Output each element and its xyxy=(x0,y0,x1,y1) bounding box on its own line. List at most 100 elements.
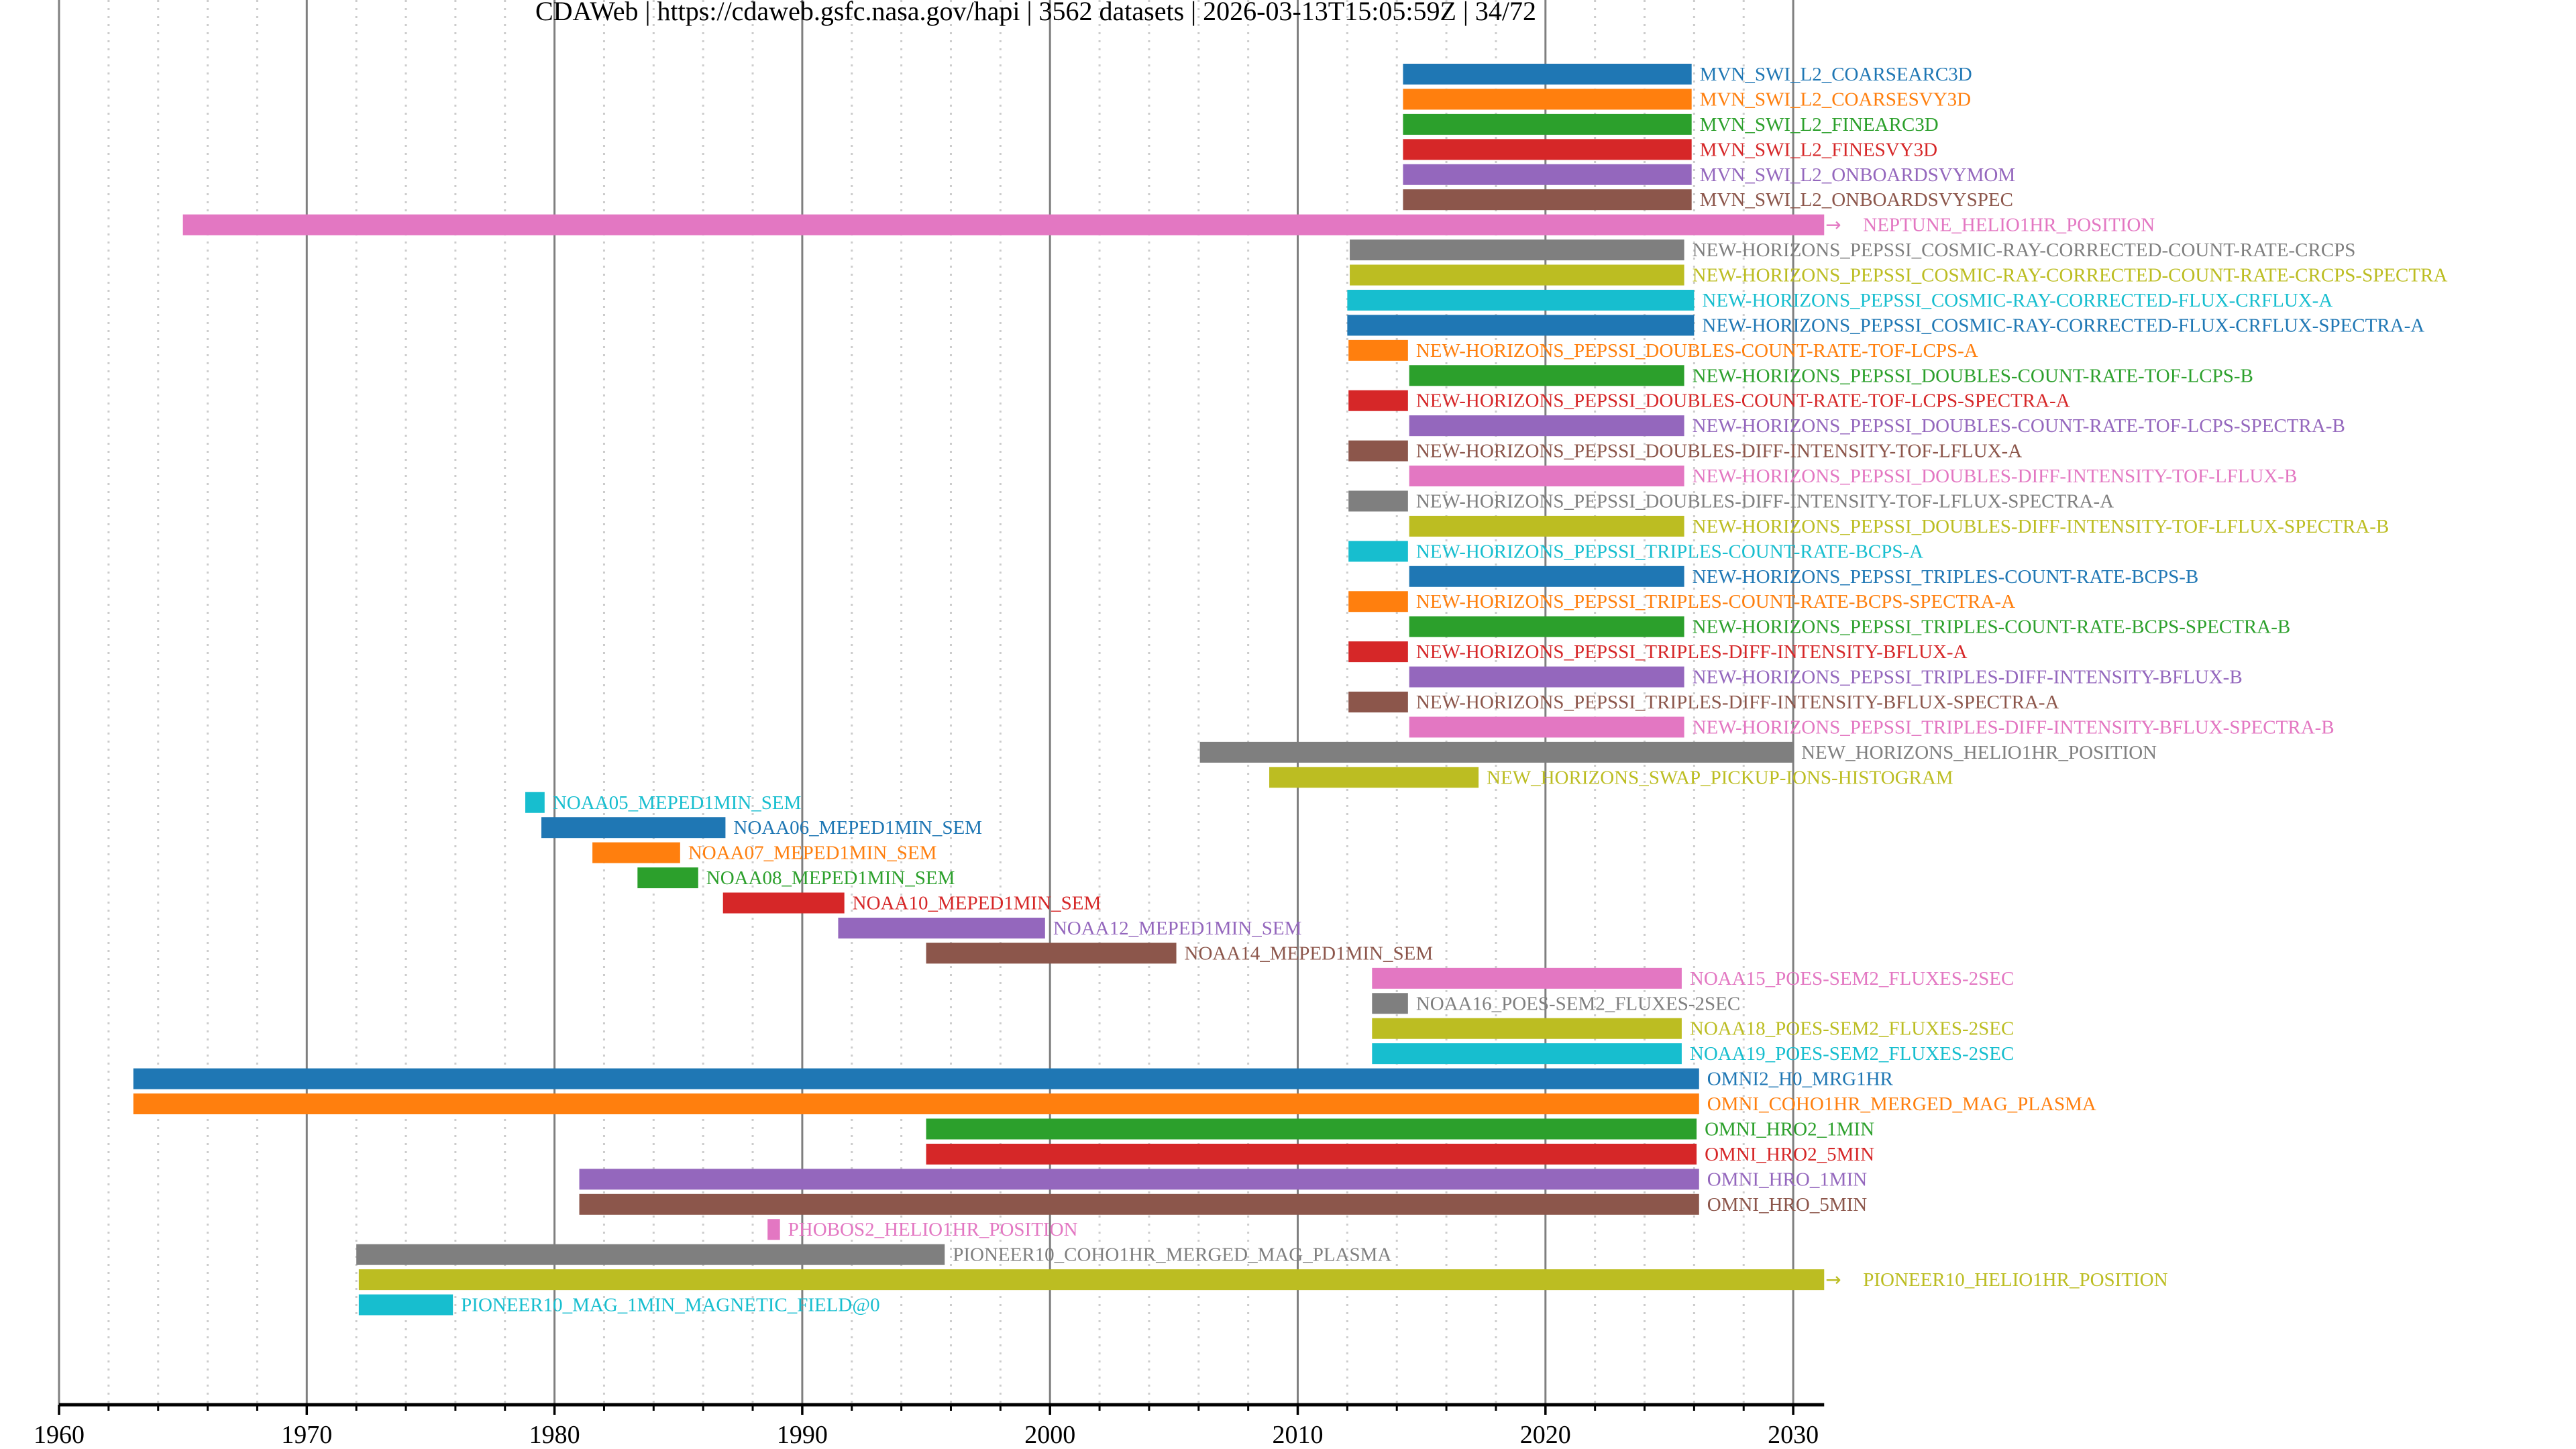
dataset-bar[interactable] xyxy=(1409,716,1684,738)
dataset-label[interactable]: OMNI_HRO2_1MIN xyxy=(1705,1118,1874,1140)
dataset-bar[interactable] xyxy=(133,1093,1699,1115)
dataset-label[interactable]: NEW-HORIZONS_PEPSSI_DOUBLES-DIFF-INTENSI… xyxy=(1416,490,2114,512)
dataset-label[interactable]: NOAA18_POES-SEM2_FLUXES-2SEC xyxy=(1690,1018,2014,1040)
dataset-bar[interactable] xyxy=(1403,164,1692,185)
dataset-bar[interactable] xyxy=(1350,264,1684,286)
dataset-bar[interactable] xyxy=(358,1269,1825,1291)
dataset-bar[interactable] xyxy=(1347,289,1695,311)
dataset-label[interactable]: MVN_SWI_L2_COARSEARC3D xyxy=(1700,64,1972,85)
dataset-bar[interactable] xyxy=(182,214,1825,235)
dataset-bar[interactable] xyxy=(1348,440,1408,462)
dataset-label[interactable]: MVN_SWI_L2_FINEARC3D xyxy=(1700,114,1939,136)
dataset-bar[interactable] xyxy=(838,917,1045,938)
dataset-bar[interactable] xyxy=(1348,339,1408,361)
dataset-bar[interactable] xyxy=(1409,666,1684,688)
dataset-bar[interactable] xyxy=(1403,89,1692,110)
dataset-bar[interactable] xyxy=(592,842,680,863)
dataset-bar[interactable] xyxy=(1348,490,1408,512)
dataset-label[interactable]: PIONEER10_HELIO1HR_POSITION xyxy=(1863,1269,2167,1291)
dataset-label[interactable]: NEW-HORIZONS_PEPSSI_TRIPLES-COUNT-RATE-B… xyxy=(1693,616,2291,638)
dataset-bar[interactable] xyxy=(1372,1043,1682,1065)
dataset-bar[interactable] xyxy=(1409,365,1684,386)
dataset-label[interactable]: NEW-HORIZONS_PEPSSI_COSMIC-RAY-CORRECTED… xyxy=(1693,265,2448,286)
dataset-bar[interactable] xyxy=(1372,967,1682,989)
dataset-label[interactable]: NEW-HORIZONS_PEPSSI_DOUBLES-COUNT-RATE-T… xyxy=(1416,390,2070,412)
dataset-bar[interactable] xyxy=(1409,566,1684,587)
dataset-bar[interactable] xyxy=(356,1244,945,1265)
dataset-label[interactable]: MVN_SWI_L2_ONBOARDSVYMOM xyxy=(1700,164,2015,186)
dataset-label[interactable]: OMNI_HRO_1MIN xyxy=(1707,1169,1868,1190)
dataset-bar[interactable] xyxy=(1350,239,1684,261)
dataset-bar[interactable] xyxy=(1403,189,1692,211)
dataset-label[interactable]: NOAA06_MEPED1MIN_SEM xyxy=(733,817,982,839)
dataset-label[interactable]: NEPTUNE_HELIO1HR_POSITION xyxy=(1863,215,2155,236)
dataset-bar[interactable] xyxy=(358,1294,453,1316)
dataset-bar[interactable] xyxy=(1409,515,1684,537)
dataset-label[interactable]: NOAA12_MEPED1MIN_SEM xyxy=(1053,918,1302,939)
dataset-label[interactable]: NEW-HORIZONS_PEPSSI_DOUBLES-DIFF-INTENSI… xyxy=(1416,441,2022,462)
dataset-bar[interactable] xyxy=(1348,541,1408,562)
dataset-label[interactable]: NEW-HORIZONS_PEPSSI_TRIPLES-DIFF-INTENSI… xyxy=(1416,692,2059,713)
dataset-bar[interactable] xyxy=(579,1169,1699,1190)
dataset-label[interactable]: NEW-HORIZONS_PEPSSI_DOUBLES-COUNT-RATE-T… xyxy=(1416,340,1978,362)
dataset-label[interactable]: NEW-HORIZONS_PEPSSI_TRIPLES-DIFF-INTENSI… xyxy=(1693,667,2243,688)
dataset-label[interactable]: NEW-HORIZONS_PEPSSI_COSMIC-RAY-CORRECTED… xyxy=(1702,315,2424,336)
dataset-label[interactable]: NOAA10_MEPED1MIN_SEM xyxy=(853,893,1102,914)
dataset-bar[interactable] xyxy=(926,1143,1697,1165)
dataset-bar[interactable] xyxy=(1409,616,1684,637)
dataset-label[interactable]: OMNI2_H0_MRG1HR xyxy=(1707,1069,1894,1090)
dataset-label[interactable]: NEW-HORIZONS_PEPSSI_DOUBLES-COUNT-RATE-T… xyxy=(1693,365,2253,386)
dataset-bar[interactable] xyxy=(1409,466,1684,487)
dataset-label[interactable]: MVN_SWI_L2_COARSESVY3D xyxy=(1700,89,1971,110)
dataset-bar[interactable] xyxy=(525,792,545,813)
dataset-label[interactable]: MVN_SWI_L2_FINESVY3D xyxy=(1700,139,1937,160)
dataset-label[interactable]: NEW-HORIZONS_PEPSSI_TRIPLES-DIFF-INTENSI… xyxy=(1693,716,2334,738)
dataset-label[interactable]: OMNI_COHO1HR_MERGED_MAG_PLASMA xyxy=(1707,1093,2096,1115)
dataset-label[interactable]: PIONEER10_COHO1HR_MERGED_MAG_PLASMA xyxy=(953,1244,1391,1266)
dataset-label[interactable]: NEW-HORIZONS_PEPSSI_DOUBLES-DIFF-INTENSI… xyxy=(1693,516,2390,537)
dataset-label[interactable]: NEW-HORIZONS_PEPSSI_TRIPLES-COUNT-RATE-B… xyxy=(1693,566,2199,588)
dataset-bar[interactable] xyxy=(1403,113,1692,135)
dataset-label[interactable]: NOAA19_POES-SEM2_FLUXES-2SEC xyxy=(1690,1043,2014,1065)
dataset-label[interactable]: NOAA05_MEPED1MIN_SEM xyxy=(553,792,802,814)
dataset-bar[interactable] xyxy=(926,943,1177,964)
dataset-label[interactable]: NOAA08_MEPED1MIN_SEM xyxy=(706,867,955,889)
dataset-label[interactable]: MVN_SWI_L2_ONBOARDSVYSPEC xyxy=(1700,189,2013,211)
dataset-label[interactable]: NEW-HORIZONS_PEPSSI_DOUBLES-DIFF-INTENSI… xyxy=(1693,466,2298,487)
dataset-bar[interactable] xyxy=(1348,390,1408,411)
dataset-bar[interactable] xyxy=(579,1193,1699,1215)
dataset-label[interactable]: NEW-HORIZONS_PEPSSI_TRIPLES-COUNT-RATE-B… xyxy=(1416,591,2015,612)
dataset-bar[interactable] xyxy=(926,1118,1697,1140)
dataset-label[interactable]: PIONEER10_MAG_1MIN_MAGNETIC_FIELD@0 xyxy=(461,1295,879,1316)
dataset-label[interactable]: PHOBOS2_HELIO1HR_POSITION xyxy=(788,1219,1078,1240)
dataset-bar[interactable] xyxy=(1347,315,1695,336)
dataset-label[interactable]: NEW_HORIZONS_HELIO1HR_POSITION xyxy=(1801,742,2157,763)
dataset-bar[interactable] xyxy=(541,817,726,839)
dataset-label[interactable]: NEW-HORIZONS_PEPSSI_TRIPLES-COUNT-RATE-B… xyxy=(1416,541,1923,562)
dataset-bar[interactable] xyxy=(1348,591,1408,612)
dataset-bar[interactable] xyxy=(1409,415,1684,437)
dataset-label[interactable]: NOAA16_POES-SEM2_FLUXES-2SEC xyxy=(1416,993,1740,1014)
dataset-label[interactable]: NEW_HORIZONS_SWAP_PICKUP-IONS-HISTOGRAM xyxy=(1487,767,1953,788)
dataset-label[interactable]: OMNI_HRO2_5MIN xyxy=(1705,1144,1874,1165)
dataset-bar[interactable] xyxy=(1403,139,1692,160)
dataset-bar[interactable] xyxy=(1348,641,1408,663)
dataset-label[interactable]: NEW-HORIZONS_PEPSSI_COSMIC-RAY-CORRECTED… xyxy=(1702,290,2332,311)
dataset-bar[interactable] xyxy=(637,867,698,889)
dataset-label[interactable]: NOAA07_MEPED1MIN_SEM xyxy=(688,843,937,864)
dataset-label[interactable]: NEW-HORIZONS_PEPSSI_DOUBLES-COUNT-RATE-T… xyxy=(1693,415,2345,437)
dataset-bar[interactable] xyxy=(1372,993,1408,1014)
dataset-bar[interactable] xyxy=(1269,767,1479,788)
dataset-label[interactable]: NOAA14_MEPED1MIN_SEM xyxy=(1185,943,1434,964)
dataset-bar[interactable] xyxy=(1199,741,1794,763)
dataset-bar[interactable] xyxy=(1403,64,1692,85)
dataset-bar[interactable] xyxy=(1372,1018,1682,1039)
dataset-bar[interactable] xyxy=(133,1068,1699,1089)
dataset-label[interactable]: NOAA15_POES-SEM2_FLUXES-2SEC xyxy=(1690,968,2014,989)
dataset-bar[interactable] xyxy=(1348,692,1408,712)
dataset-label[interactable]: OMNI_HRO_5MIN xyxy=(1707,1194,1868,1216)
dataset-bar[interactable] xyxy=(767,1219,780,1240)
dataset-label[interactable]: NEW-HORIZONS_PEPSSI_COSMIC-RAY-CORRECTED… xyxy=(1693,239,2356,261)
dataset-bar[interactable] xyxy=(722,892,845,914)
dataset-label[interactable]: NEW-HORIZONS_PEPSSI_TRIPLES-DIFF-INTENSI… xyxy=(1416,641,1968,663)
